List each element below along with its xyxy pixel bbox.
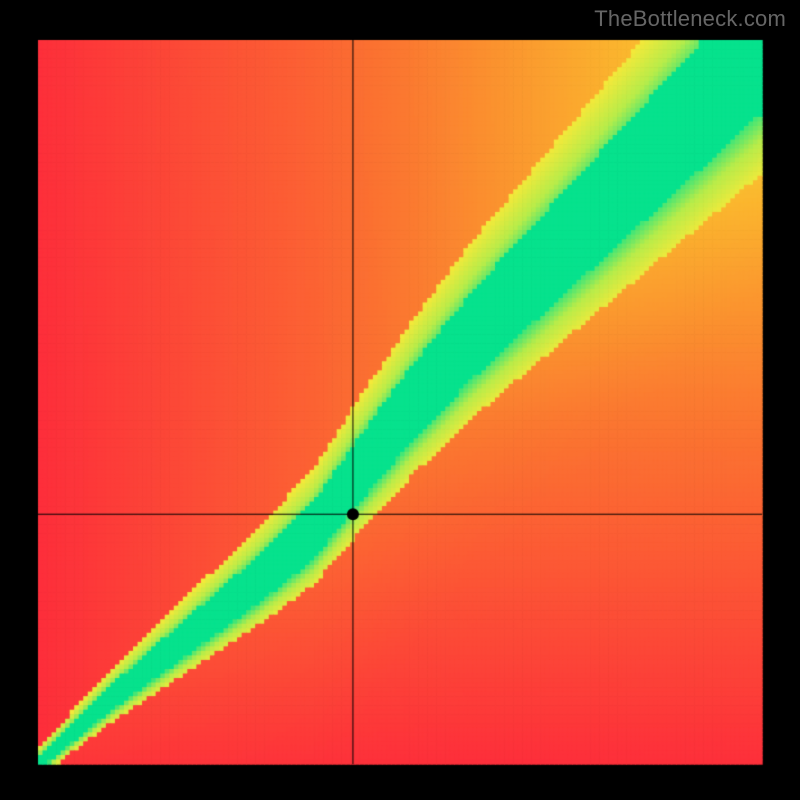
heatmap-canvas [0, 0, 800, 800]
watermark-text: TheBottleneck.com [594, 6, 786, 32]
chart-container: TheBottleneck.com [0, 0, 800, 800]
